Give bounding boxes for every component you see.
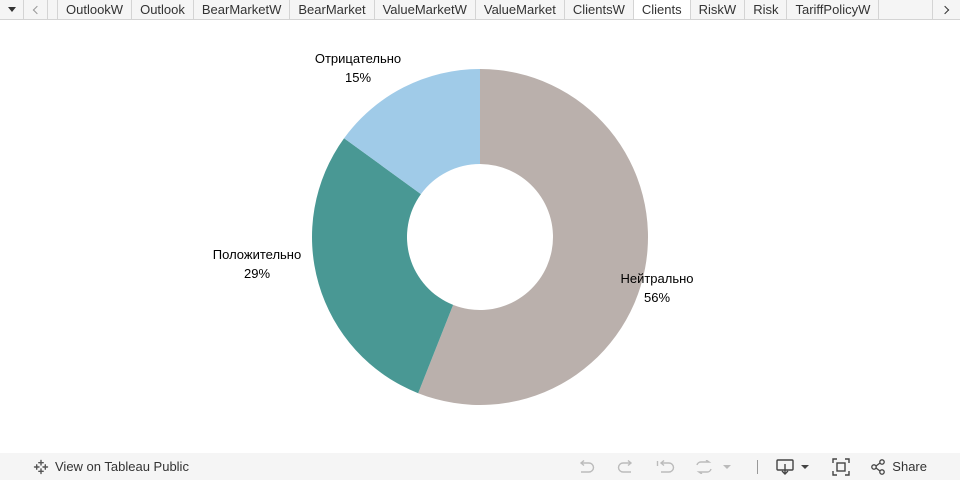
donut-slice-neutral[interactable] bbox=[418, 69, 648, 405]
tab-spacer bbox=[48, 0, 58, 19]
tableau-logo-icon bbox=[33, 459, 49, 474]
slice-name-neutral: Нейтрально bbox=[620, 271, 694, 286]
share-label: Share bbox=[892, 459, 927, 474]
sheet-tabs: OutlookW Outlook BearMarketW BearMarket Valu… bbox=[58, 0, 932, 19]
download-button[interactable] bbox=[776, 457, 812, 477]
chevron-right-icon bbox=[940, 5, 950, 14]
slice-percent-neutral: 56% bbox=[643, 290, 671, 305]
revert-icon bbox=[657, 459, 675, 473]
fullscreen-icon bbox=[832, 457, 850, 476]
slice-percent-positive: 29% bbox=[243, 266, 271, 281]
sheet-tab-bar: OutlookW Outlook BearMarketW BearMarket Valu… bbox=[0, 0, 960, 20]
donut-slice-positive[interactable] bbox=[312, 138, 454, 394]
slice-name-negative: Отрицательно bbox=[314, 51, 402, 66]
sheet-tab-bearmarketw[interactable]: BearMarketW bbox=[194, 0, 291, 19]
sheet-tab-outlook[interactable]: Outlook bbox=[132, 0, 194, 19]
slice-label-positive: Положительно 29% bbox=[202, 245, 312, 283]
sheet-tab-tariffpolicyw[interactable]: TariffPolicyW bbox=[787, 0, 880, 19]
view-on-tableau-label: View on Tableau Public bbox=[55, 459, 189, 474]
tab-prev-button[interactable] bbox=[24, 0, 48, 19]
sheet-tab-clients[interactable]: Clients bbox=[633, 0, 691, 19]
tab-menu-button[interactable] bbox=[0, 0, 24, 19]
share-icon bbox=[871, 458, 886, 475]
slice-name-positive: Положительно bbox=[212, 247, 302, 262]
undo-icon bbox=[580, 459, 595, 473]
toolbar-actions: Share bbox=[557, 453, 927, 480]
undo-button[interactable] bbox=[575, 457, 597, 477]
fullscreen-button[interactable] bbox=[830, 457, 852, 477]
bottom-toolbar: View on Tableau Public bbox=[0, 453, 960, 480]
slice-label-neutral: Нейтрально 56% bbox=[612, 269, 702, 307]
tab-next-button[interactable] bbox=[932, 0, 960, 19]
sheet-tab-risk[interactable]: Risk bbox=[745, 0, 788, 19]
sheet-tab-bearmarket[interactable]: BearMarket bbox=[290, 0, 375, 19]
chevron-left-icon bbox=[32, 5, 42, 14]
redo-button[interactable] bbox=[615, 457, 637, 477]
donut-slice-negative[interactable] bbox=[344, 69, 480, 195]
share-button[interactable]: Share bbox=[870, 457, 927, 477]
slice-percent-negative: 15% bbox=[344, 70, 372, 85]
sheet-tab-outlookw[interactable]: OutlookW bbox=[58, 0, 133, 19]
redo-icon bbox=[618, 459, 633, 473]
caret-down-icon bbox=[7, 7, 16, 12]
sheet-tab-valuemarket[interactable]: ValueMarket bbox=[476, 0, 565, 19]
toolbar-separator bbox=[757, 459, 759, 474]
sheet-tab-valuemarketw[interactable]: ValueMarketW bbox=[375, 0, 476, 19]
revert-button[interactable] bbox=[655, 457, 677, 477]
view-on-tableau-link[interactable]: View on Tableau Public bbox=[33, 459, 189, 475]
slice-label-negative: Отрицательно 15% bbox=[303, 49, 413, 87]
donut-chart: Нейтрально 56% Положительно 29% Отрицате… bbox=[0, 21, 960, 453]
sheet-tab-clientsw[interactable]: ClientsW bbox=[565, 0, 634, 19]
refresh-button[interactable] bbox=[695, 457, 735, 477]
donut-chart-svg bbox=[312, 69, 648, 405]
download-icon bbox=[776, 458, 810, 475]
refresh-icon bbox=[696, 459, 732, 474]
sheet-tab-riskw[interactable]: RiskW bbox=[691, 0, 746, 19]
